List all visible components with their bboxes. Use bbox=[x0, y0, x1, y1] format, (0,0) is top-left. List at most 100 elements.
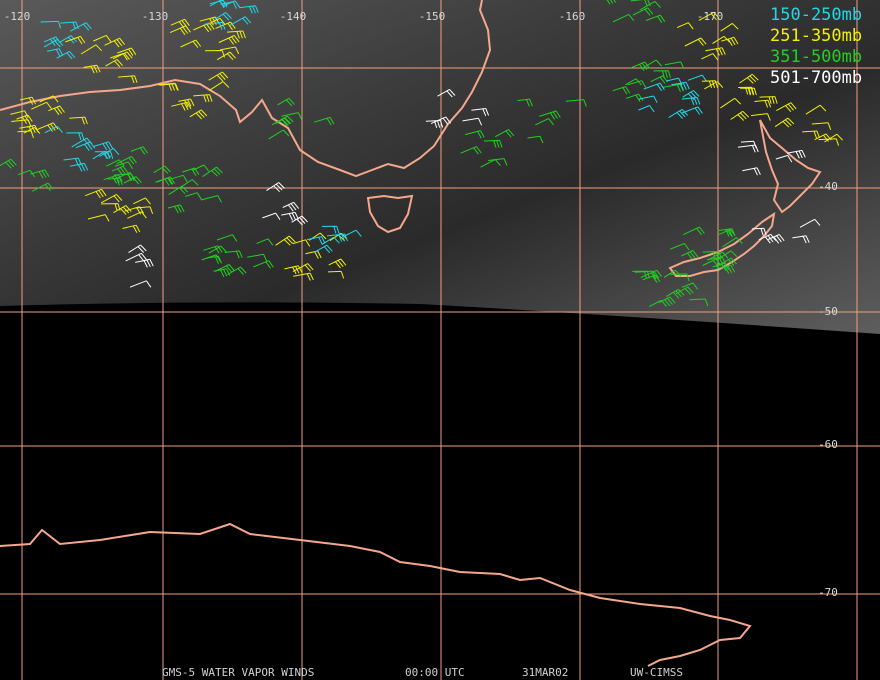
longitude-label: -160 bbox=[559, 10, 586, 23]
wind-barb bbox=[276, 115, 294, 126]
wind-barb bbox=[682, 226, 705, 236]
wind-barb bbox=[204, 50, 225, 58]
wind-barb bbox=[281, 211, 299, 221]
wind-barb bbox=[171, 101, 192, 111]
longitude-label: -120 bbox=[4, 10, 31, 23]
wind-barb bbox=[774, 117, 795, 128]
wind-barb bbox=[517, 98, 533, 107]
wind-barb bbox=[802, 130, 820, 139]
latitude-label: -50 bbox=[818, 305, 838, 318]
wind-barb bbox=[689, 298, 709, 307]
wind-barb bbox=[0, 158, 17, 169]
wind-barb bbox=[327, 270, 345, 279]
wind-barb bbox=[682, 90, 700, 100]
wind-barb bbox=[284, 265, 303, 275]
wind-barb bbox=[256, 238, 274, 246]
wind-barb bbox=[626, 93, 644, 102]
wind-barb bbox=[214, 12, 232, 21]
wind-barb bbox=[127, 211, 147, 219]
wind-barb bbox=[104, 37, 125, 48]
wind-barb bbox=[776, 102, 797, 113]
wind-barb bbox=[128, 244, 147, 254]
wind-barb bbox=[170, 18, 190, 29]
wind-barb bbox=[645, 14, 666, 24]
wind-barb bbox=[220, 1, 237, 9]
footer: GMS-5 WATER VAPOR WINDS 00:00 UTC 31MAR0… bbox=[162, 666, 683, 679]
wind-barb bbox=[730, 110, 750, 121]
wind-barb bbox=[193, 22, 215, 33]
wind-barb bbox=[751, 227, 767, 236]
wind-barb bbox=[326, 233, 348, 242]
wind-barb bbox=[671, 81, 690, 91]
legend-entry: 150-250mb bbox=[770, 5, 862, 25]
wind-barb bbox=[69, 116, 88, 125]
wind-barb bbox=[202, 166, 223, 178]
wind-barb bbox=[158, 82, 178, 91]
legend-entry: 351-500mb bbox=[770, 47, 862, 67]
wind-barb bbox=[75, 141, 96, 151]
wind-barb bbox=[227, 266, 247, 276]
wind-barb bbox=[10, 110, 29, 118]
wind-barb bbox=[658, 296, 676, 307]
wind-barb bbox=[107, 177, 123, 186]
wind-barb bbox=[682, 106, 703, 115]
wind-barb bbox=[535, 118, 554, 126]
wind-barb bbox=[168, 174, 188, 183]
wind-barb bbox=[268, 129, 290, 140]
legend-entry: 251-350mb bbox=[770, 26, 862, 46]
wind-barb bbox=[292, 263, 314, 273]
wind-barb bbox=[824, 133, 843, 143]
wind-barb bbox=[539, 110, 561, 120]
wind-barb bbox=[116, 156, 137, 165]
wind-barb bbox=[740, 87, 757, 96]
wind-barb bbox=[36, 122, 59, 132]
wind-barb bbox=[83, 64, 101, 74]
wind-barb bbox=[702, 251, 722, 259]
longitude-labels: -120 -130 -140 -150 -160 -170 bbox=[4, 10, 724, 23]
wind-barb bbox=[208, 81, 230, 92]
wind-barb bbox=[684, 37, 707, 47]
footer-date: 31MAR02 bbox=[522, 666, 568, 679]
latitude-label: -70 bbox=[818, 586, 838, 599]
latitude-label: -40 bbox=[818, 180, 838, 193]
wind-barb bbox=[738, 86, 755, 95]
wind-barb bbox=[153, 165, 171, 174]
wind-barb bbox=[226, 30, 246, 39]
wind-barb bbox=[117, 47, 137, 56]
wind-barb bbox=[99, 148, 120, 157]
wind-barb bbox=[612, 13, 635, 23]
wind-barb bbox=[701, 80, 719, 89]
wind-barb bbox=[209, 0, 228, 9]
coastline-antarctica bbox=[0, 522, 752, 667]
wind-barb bbox=[653, 70, 671, 79]
wind-barb bbox=[640, 269, 662, 280]
wind-barb bbox=[70, 22, 92, 32]
wind-barb bbox=[193, 94, 213, 103]
wind-barb bbox=[471, 108, 490, 116]
wind-barb bbox=[811, 122, 832, 130]
wind-barb bbox=[612, 86, 631, 95]
wind-barb bbox=[313, 116, 335, 126]
coastline-australia bbox=[0, 0, 492, 178]
wind-barb bbox=[100, 193, 123, 204]
latitude-labels: -40 -50 -60 -70 bbox=[818, 180, 838, 599]
wind-barb bbox=[101, 203, 121, 211]
wind-barb bbox=[739, 73, 759, 84]
wind-barb bbox=[669, 273, 690, 282]
wind-barb bbox=[639, 0, 661, 11]
wind-barb bbox=[754, 99, 772, 108]
wind-barb bbox=[46, 48, 64, 57]
footer-product: GMS-5 WATER VAPOR WINDS bbox=[162, 666, 314, 679]
wind-barb bbox=[16, 114, 33, 124]
wind-barb bbox=[292, 239, 311, 247]
wind-barb bbox=[65, 35, 86, 45]
wind-barb bbox=[23, 126, 41, 134]
wind-barb bbox=[565, 99, 587, 107]
wind-barb bbox=[229, 16, 252, 26]
wind-barb bbox=[93, 141, 114, 151]
wind-barb bbox=[168, 185, 189, 196]
wind-barb bbox=[114, 161, 133, 169]
wind-barb bbox=[129, 280, 152, 288]
wind-barb bbox=[632, 7, 654, 16]
